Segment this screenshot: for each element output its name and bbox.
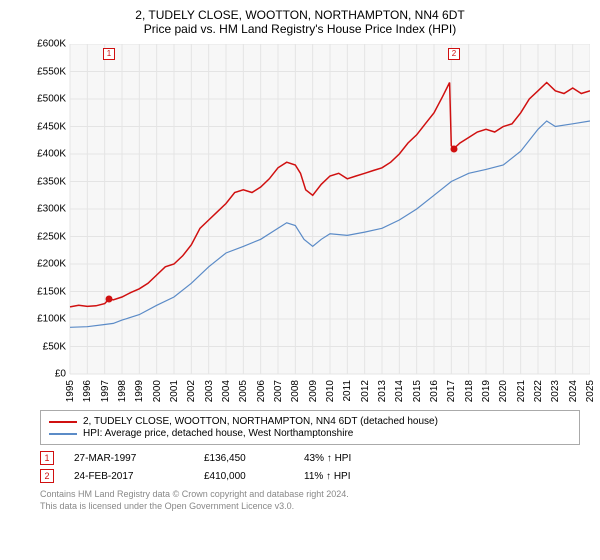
x-axis-label: 2016 [429,380,440,402]
x-axis-label: 2006 [256,380,267,402]
x-axis-label: 2023 [550,380,561,402]
y-axis-label: £150K [37,286,66,297]
x-axis-label: 2012 [360,380,371,402]
sale-point [106,295,113,302]
x-axis-label: 2025 [585,380,596,402]
x-axis-label: 2000 [152,380,163,402]
y-axis-label: £550K [37,66,66,77]
x-axis-label: 2003 [204,380,215,402]
chart-svg [30,44,590,404]
y-axis-label: £600K [37,39,66,50]
sale-diff: 43% ↑ HPI [304,453,404,464]
x-axis-label: 2013 [377,380,388,402]
legend-item: 2, TUDELY CLOSE, WOOTTON, NORTHAMPTON, N… [49,416,571,427]
chart-title: 2, TUDELY CLOSE, WOOTTON, NORTHAMPTON, N… [10,8,590,22]
y-axis-label: £500K [37,94,66,105]
sale-row: 1 27-MAR-1997 £136,450 43% ↑ HPI [40,451,590,465]
x-axis-label: 1996 [82,380,93,402]
chart-subtitle: Price paid vs. HM Land Registry's House … [10,22,590,36]
sale-marker: 2 [448,48,460,60]
attribution-line: This data is licensed under the Open Gov… [40,501,590,513]
y-axis-label: £250K [37,231,66,242]
sale-point [450,145,457,152]
x-axis-label: 2018 [464,380,475,402]
x-axis-label: 2019 [481,380,492,402]
chart: £0 £50K £100K £150K £200K £250K £300K £350K £400… [30,44,590,404]
x-axis-label: 2024 [568,380,579,402]
y-axis-label: £0 [55,369,66,380]
y-axis-label: £100K [37,314,66,325]
x-axis-label: 2009 [308,380,319,402]
x-axis-label: 2022 [533,380,544,402]
x-axis-label: 2014 [394,380,405,402]
x-axis-label: 2007 [273,380,284,402]
y-axis-label: £400K [37,149,66,160]
sale-row: 2 24-FEB-2017 £410,000 11% ↑ HPI [40,469,590,483]
legend-item: HPI: Average price, detached house, West… [49,428,571,439]
x-axis-label: 2017 [446,380,457,402]
x-axis-label: 2001 [169,380,180,402]
y-axis-label: £450K [37,121,66,132]
legend-label: HPI: Average price, detached house, West… [83,428,353,439]
attribution: Contains HM Land Registry data © Crown c… [40,489,590,512]
sale-marker-inline: 1 [40,451,54,465]
y-axis-label: £200K [37,259,66,270]
legend: 2, TUDELY CLOSE, WOOTTON, NORTHAMPTON, N… [40,410,580,445]
sale-date: 27-MAR-1997 [74,453,184,464]
x-axis-label: 2015 [412,380,423,402]
attribution-line: Contains HM Land Registry data © Crown c… [40,489,590,501]
sale-diff: 11% ↑ HPI [304,471,404,482]
legend-swatch [49,433,77,435]
x-axis-label: 2002 [186,380,197,402]
x-axis-label: 1998 [117,380,128,402]
x-axis-label: 2008 [290,380,301,402]
y-axis-label: £50K [43,341,66,352]
x-axis-label: 2021 [516,380,527,402]
x-axis-label: 2010 [325,380,336,402]
x-axis-label: 2004 [221,380,232,402]
x-axis-label: 1995 [65,380,76,402]
x-axis-label: 2005 [238,380,249,402]
x-axis-label: 2020 [498,380,509,402]
legend-swatch [49,421,77,423]
x-axis-label: 1999 [134,380,145,402]
x-axis-label: 2011 [342,380,353,402]
sale-price: £136,450 [204,453,284,464]
sale-date: 24-FEB-2017 [74,471,184,482]
sale-marker-inline: 2 [40,469,54,483]
y-axis-label: £350K [37,176,66,187]
sale-price: £410,000 [204,471,284,482]
sale-marker: 1 [103,48,115,60]
y-axis-label: £300K [37,204,66,215]
x-axis-label: 1997 [100,380,111,402]
legend-label: 2, TUDELY CLOSE, WOOTTON, NORTHAMPTON, N… [83,416,438,427]
